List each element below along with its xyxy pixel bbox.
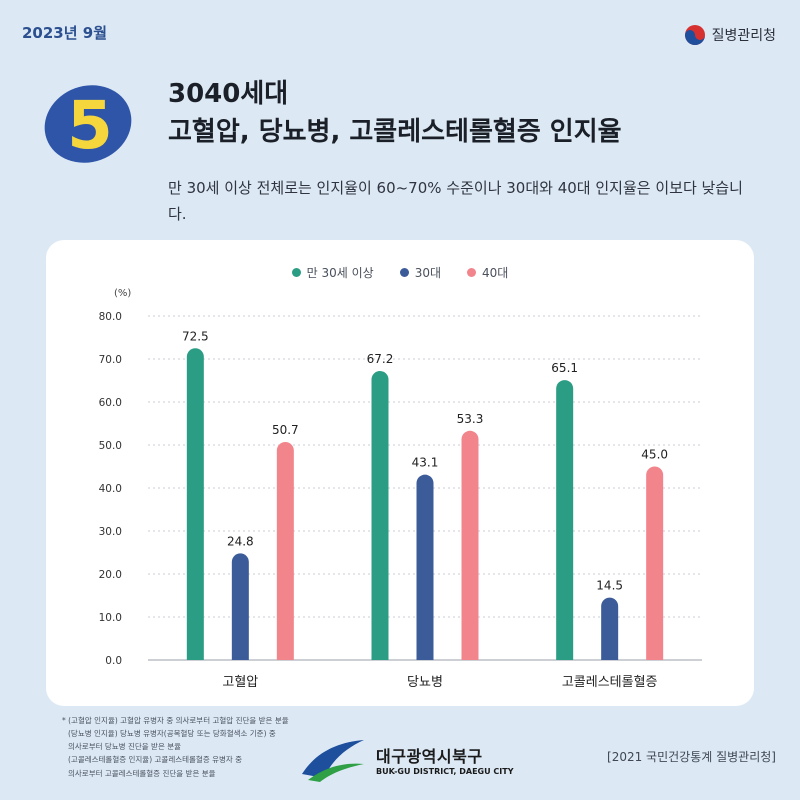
bar-value-label: 65.1: [551, 361, 578, 375]
footnote-line: (당뇨병 인지율) 당뇨병 유병자(공복혈당 또는 당화혈색소 기준) 중: [68, 729, 276, 739]
kdca-logo-icon: [684, 25, 705, 45]
y-tick-label: 60.0: [99, 397, 122, 409]
footnote-line: * (고혈압 인지율) 고혈압 유병자 중 의사로부터 고혈압 진단을 받은 분…: [62, 716, 289, 725]
bar: [276, 441, 294, 660]
badge-number: 5: [67, 87, 113, 164]
y-axis-unit: (%): [114, 288, 132, 299]
y-tick-label: 30.0: [99, 526, 122, 538]
bar: [601, 597, 619, 660]
y-tick-label: 80.0: [99, 311, 122, 323]
footnotes: * (고혈압 인지율) 고혈압 유병자 중 의사로부터 고혈압 진단을 받은 분…: [62, 714, 322, 780]
legend-item-40s: 40대: [467, 264, 508, 281]
x-category-label: 고혈압: [222, 675, 258, 690]
y-tick-label: 50.0: [99, 440, 122, 452]
page-title: 3040세대 고혈압, 당뇨병, 고콜레스테롤혈증 인지율: [168, 76, 622, 151]
footnote-line: 의사로부터 당뇨병 진단을 받은 분율: [68, 742, 182, 752]
legend-item-all: 만 30세 이상: [291, 264, 374, 281]
district-name-en: BUK-GU DISTRICT, DAEGU CITY: [376, 766, 514, 776]
report-date: 2023년 9월: [22, 24, 108, 42]
bar-chart: 0.0 10.0 20.0 30.0 40.0 50.0 60.0 70.0 80.0 72.5 2…: [99, 311, 702, 690]
bar: [646, 466, 664, 660]
bar-value-label: 45.0: [641, 448, 668, 462]
bar-value-label: 50.7: [272, 423, 299, 437]
bar: [371, 371, 389, 660]
district-name-ko: 대구광역시북구: [376, 746, 483, 766]
y-tick-label: 40.0: [99, 483, 122, 495]
bar: [416, 474, 434, 660]
y-tick-label: 0.0: [105, 655, 122, 667]
bar-value-label: 53.3: [457, 412, 484, 426]
footnote-line: (고콜레스테롤혈증 인지율) 고콜레스테롤혈증 유병자 중: [68, 755, 243, 765]
bar-value-label: 24.8: [227, 534, 254, 548]
data-source: [2021 국민건강통계 질병관리청]: [607, 750, 776, 764]
bar: [556, 380, 574, 660]
title-line-2: 고혈압, 당뇨병, 고콜레스테롤혈증 인지율: [168, 116, 622, 147]
bar: [186, 348, 204, 660]
page-subtitle: 만 30세 이상 전체로는 인지율이 60~70% 수준이나 30대와 40대 …: [168, 179, 743, 223]
legend-label-all: 만 30세 이상: [306, 266, 374, 280]
legend-dot-30s: [399, 268, 409, 277]
y-tick-label: 10.0: [99, 612, 122, 624]
bar-value-label: 67.2: [367, 352, 394, 366]
x-category-label: 고콜레스테롤혈증: [562, 675, 658, 690]
footnote-line: 의사로부터 고콜레스테롤혈증 진단을 받은 분율: [68, 768, 216, 778]
buk-gu-logo-icon: [302, 740, 364, 782]
district-brand: 대구광역시북구 BUK-GU DISTRICT, DAEGU CITY: [298, 734, 514, 784]
legend-item-30s: 30대: [399, 264, 442, 281]
legend-dot-40s: [467, 268, 477, 277]
y-tick-label: 20.0: [99, 569, 122, 581]
y-tick-label: 70.0: [99, 354, 122, 366]
bar-value-label: 72.5: [182, 329, 209, 343]
legend-label-30s: 30대: [414, 266, 442, 280]
x-category-label: 당뇨병: [407, 675, 443, 690]
bar-value-label: 14.5: [596, 579, 623, 593]
chart-legend: 만 30세 이상 30대 40대: [46, 264, 754, 281]
bar-value-label: 43.1: [412, 456, 439, 470]
bar: [231, 553, 249, 660]
bar: [461, 430, 479, 660]
legend-dot-all: [291, 268, 301, 277]
title-line-1: 3040세대: [168, 79, 289, 109]
step-number-badge: 5: [44, 85, 132, 164]
agency-name: 질병관리청: [711, 28, 776, 44]
legend-label-40s: 40대: [482, 266, 509, 280]
agency-brand: 질병관리청: [684, 24, 776, 46]
chart-card: 0.0 10.0 20.0 30.0 40.0 50.0 60.0 70.0 80.0 72.5 2…: [46, 240, 754, 706]
